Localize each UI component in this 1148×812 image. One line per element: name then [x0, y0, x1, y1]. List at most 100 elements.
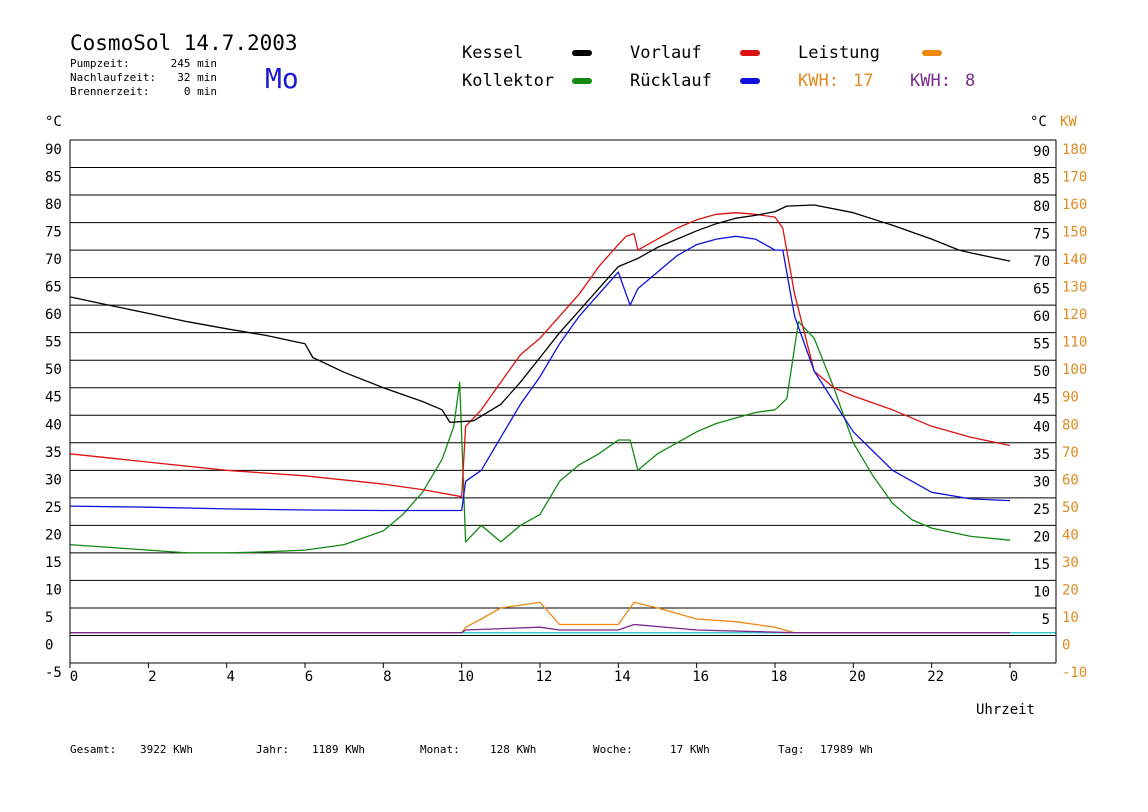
legend-kwh-orange-label: KWH:: [798, 71, 839, 91]
y-tick-label-right-c: 5: [1042, 612, 1050, 628]
y-tick-label-left: 60: [45, 307, 62, 323]
y-tick-label-right-kw: 120: [1062, 307, 1087, 323]
y-tick-label-left: 55: [45, 335, 62, 351]
right-axis-unit-c: °C: [1030, 114, 1047, 130]
y-tick-label-right-c: 30: [1033, 474, 1050, 490]
legend-label-kessel: Kessel: [462, 43, 523, 63]
x-tick-label: 20: [849, 669, 866, 685]
series-line-leistung: [70, 601, 1010, 634]
x-axis-label: Uhrzeit: [976, 702, 1035, 718]
series-layer: [69, 204, 1056, 634]
y-tick-label-left: 20: [45, 527, 62, 543]
y-tick-label-right-kw: -10: [1062, 665, 1087, 681]
y-tick-label-right-c: 40: [1033, 419, 1050, 435]
y-tick-label-right-kw: 70: [1062, 445, 1079, 461]
y-tick-label-right-c: 60: [1033, 309, 1050, 325]
x-tick-label: 10: [457, 669, 474, 685]
y-tick-label-right-c: 65: [1033, 282, 1050, 298]
y-tick-label-right-kw: 60: [1062, 472, 1079, 488]
y-tick-label-right-c: 10: [1033, 584, 1050, 600]
y-tick-label-left: 80: [45, 197, 62, 213]
right-axis-unit-kw: KW: [1060, 114, 1077, 130]
footer-value-tag: 17989 Wh: [820, 743, 873, 756]
y-tick-label-left: 50: [45, 362, 62, 378]
legend-label-leistung: Leistung: [798, 43, 880, 63]
y-tick-label-right-kw: 10: [1062, 610, 1079, 626]
footer-value-monat: 128 KWh: [490, 743, 536, 756]
y-tick-label-left: 90: [45, 142, 62, 158]
y-tick-label-right-kw: 170: [1062, 170, 1087, 186]
y-tick-label-right-kw: 20: [1062, 582, 1079, 598]
y-ticks-right-kw: 1801701601501401301201101009080706050403…: [1062, 142, 1087, 681]
legend-kwh-purple-label: KWH:: [910, 71, 951, 91]
y-ticks-right-c: 90 85 80 75 70 65 60 55 50 45 40 35 30 25 20 15 10 5: [1033, 144, 1050, 628]
y-tick-label-right-kw: 110: [1062, 335, 1087, 351]
y-tick-label-left: 65: [45, 280, 62, 296]
y-tick-label-right-kw: 90: [1062, 390, 1079, 406]
y-tick-label-right-kw: 80: [1062, 417, 1079, 433]
chart-title: CosmoSol 14.7.2003: [70, 31, 298, 55]
stat-value-nachlaufzeit: 32 min: [177, 71, 217, 84]
x-tick-label: 16: [692, 669, 709, 685]
x-tick-label: 0: [70, 669, 78, 685]
legend-label-ruecklauf: Rücklauf: [630, 71, 712, 91]
footer-totals: Gesamt: 3922 KWh Jahr: 1189 KWh Monat: 1…: [70, 743, 873, 756]
y-tick-label-right-c: 25: [1033, 502, 1050, 518]
y-tick-label-left: 75: [45, 225, 62, 241]
series-line-kwh: [70, 623, 1010, 634]
stat-label-nachlaufzeit: Nachlaufzeit:: [70, 71, 156, 84]
y-tick-label-left: 10: [45, 582, 62, 598]
footer-label-monat: Monat:: [420, 743, 460, 756]
y-tick-label-left: 25: [45, 500, 62, 516]
series-line-kollektor: [69, 321, 1011, 554]
y-tick-label-right-kw: 50: [1062, 500, 1079, 516]
footer-label-woche: Woche:: [593, 743, 633, 756]
y-tick-label-left: 0: [45, 637, 53, 653]
x-tick-label: 22: [927, 669, 944, 685]
x-tick-label: 0: [1010, 669, 1018, 685]
y-tick-label-right-c: 15: [1033, 557, 1050, 573]
y-tick-label-right-kw: 160: [1062, 197, 1087, 213]
x-tick-label: 12: [536, 669, 553, 685]
y-tick-label-right-kw: 150: [1062, 225, 1087, 241]
y-tick-label-right-c: 20: [1033, 529, 1050, 545]
series-line-kessel: [69, 204, 1011, 424]
x-tick-label: 8: [383, 669, 391, 685]
y-tick-label-right-kw: 180: [1062, 142, 1087, 158]
y-tick-label-right-c: 35: [1033, 447, 1050, 463]
weekday-label: Mo: [265, 62, 299, 95]
footer-label-tag: Tag:: [778, 743, 805, 756]
y-tick-label-right-kw: 0: [1062, 637, 1070, 653]
y-tick-label-right-c: 75: [1033, 227, 1050, 243]
x-tick-label: 2: [148, 669, 156, 685]
stat-value-brennerzeit: 0 min: [184, 85, 217, 98]
footer-label-gesamt: Gesamt:: [70, 743, 116, 756]
footer-value-woche: 17 KWh: [670, 743, 710, 756]
y-tick-label-left: 35: [45, 445, 62, 461]
y-tick-label-right-c: 80: [1033, 199, 1050, 215]
left-axis-unit: °C: [45, 114, 62, 130]
legend-label-vorlauf: Vorlauf: [630, 43, 702, 63]
x-ticks: 0 2 4 6 8 10 12 14 16 18 20 22 0: [69, 663, 1018, 685]
y-tick-label-left: 30: [45, 472, 62, 488]
x-tick-label: 14: [614, 669, 631, 685]
y-tick-label-right-kw: 30: [1062, 555, 1079, 571]
y-tick-label-right-kw: 140: [1062, 252, 1087, 268]
stat-value-pumpzeit: 245 min: [171, 57, 217, 70]
legend: Kessel Vorlauf Leistung Kollektor Rückla…: [462, 43, 975, 91]
stat-label-pumpzeit: Pumpzeit:: [70, 57, 130, 70]
legend-kwh-purple-value: 8: [965, 71, 975, 91]
stat-label-brennerzeit: Brennerzeit:: [70, 85, 149, 98]
footer-label-jahr: Jahr:: [256, 743, 289, 756]
footer-value-jahr: 1189 KWh: [312, 743, 365, 756]
y-tick-label-left: 85: [45, 170, 62, 186]
header-stats: Pumpzeit: 245 min Nachlaufzeit: 32 min B…: [70, 57, 217, 98]
legend-label-kollektor: Kollektor: [462, 71, 554, 91]
x-tick-label: 4: [226, 669, 234, 685]
legend-kwh-orange-value: 17: [853, 71, 873, 91]
series-line-ruecklauf: [69, 235, 1011, 512]
y-tick-label-left: 70: [45, 252, 62, 268]
y-tick-label-right-kw: 130: [1062, 280, 1087, 296]
y-tick-label-right-c: 50: [1033, 364, 1050, 380]
